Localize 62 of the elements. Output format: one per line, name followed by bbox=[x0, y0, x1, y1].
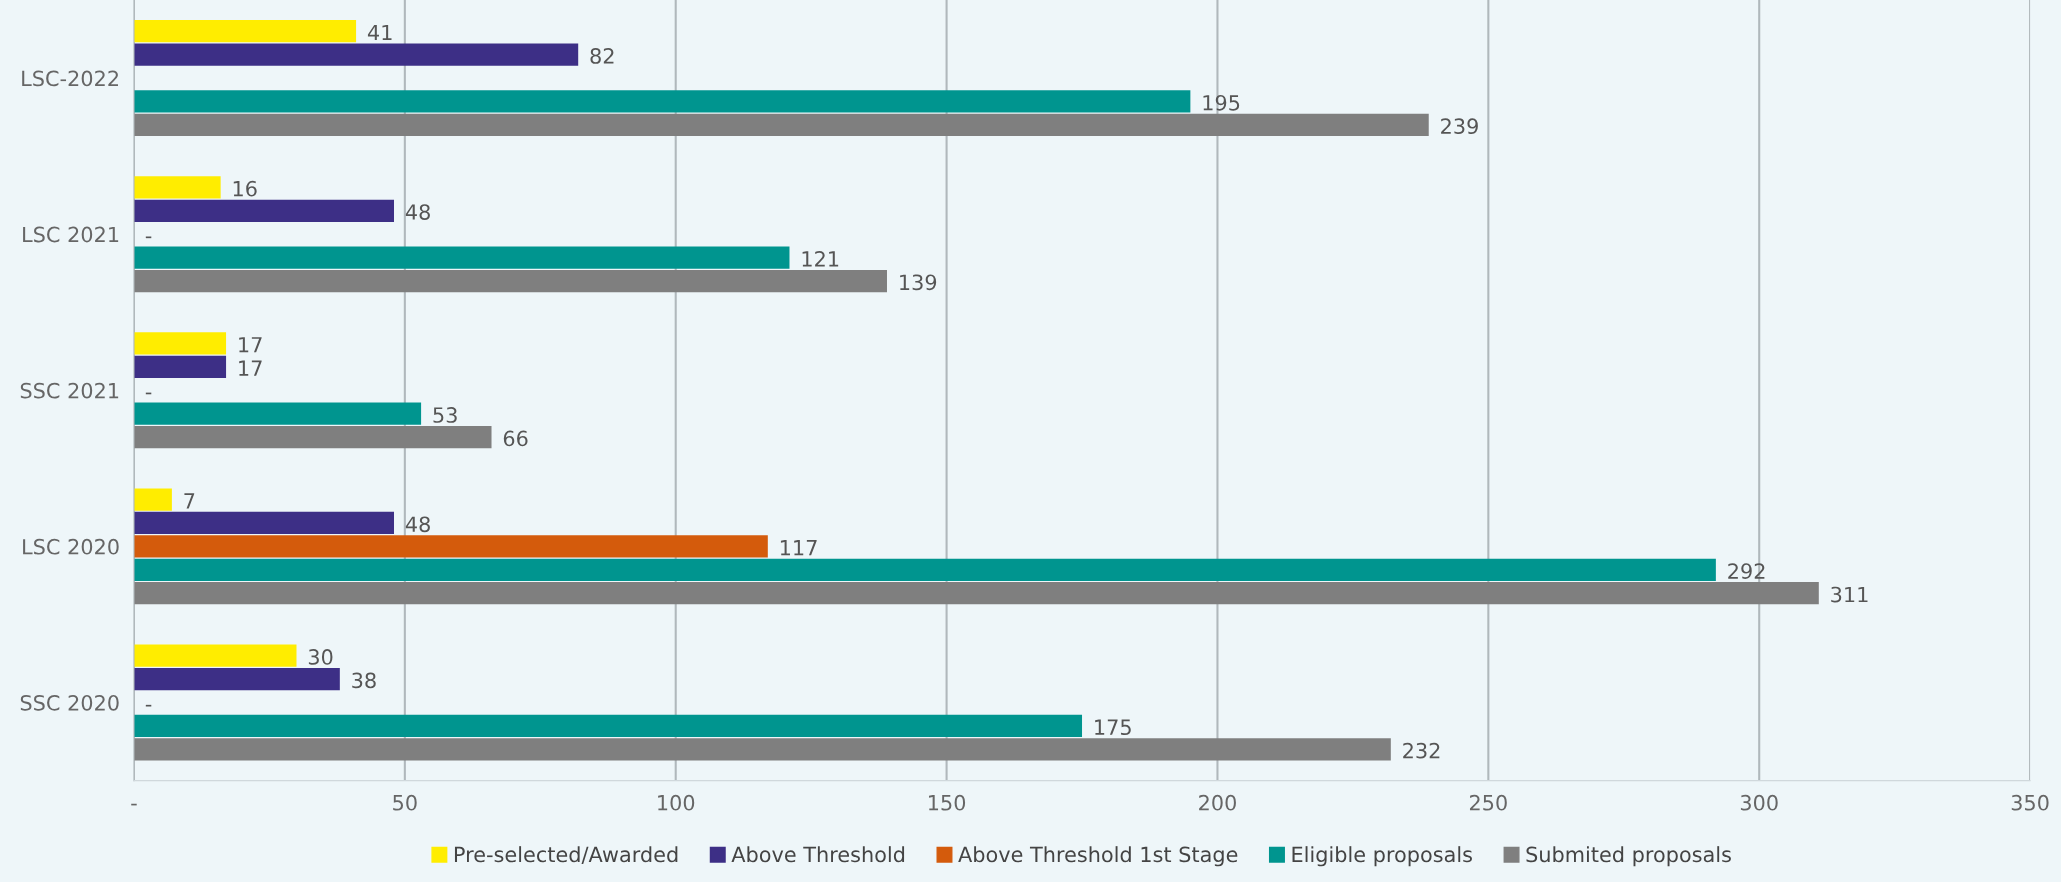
bar bbox=[133, 402, 422, 425]
bar bbox=[133, 535, 768, 558]
y-tick-label: LSC 2020 bbox=[23, 538, 119, 555]
x-tick-label: 250 bbox=[1469, 794, 1507, 811]
bar bbox=[133, 488, 172, 511]
bar bbox=[133, 176, 221, 199]
data-label: 17 bbox=[239, 337, 262, 353]
x-tick-label: 150 bbox=[928, 794, 966, 811]
y-tick-label: SSC 2021 bbox=[20, 382, 119, 399]
data-label: - bbox=[145, 236, 152, 239]
bar bbox=[133, 43, 579, 66]
legend-label: Pre-selected/Awarded bbox=[454, 846, 678, 864]
data-label: 175 bbox=[1095, 719, 1131, 736]
bar bbox=[133, 20, 357, 43]
bar bbox=[133, 714, 1083, 738]
bar bbox=[133, 355, 227, 378]
data-label: 38 bbox=[352, 672, 376, 689]
bar bbox=[133, 426, 492, 449]
bar bbox=[133, 738, 1391, 761]
bar bbox=[133, 644, 297, 667]
data-label: 195 bbox=[1203, 94, 1240, 111]
y-tick-label: SSC 2020 bbox=[20, 694, 119, 711]
y-tick-label: LSC 2021 bbox=[23, 226, 119, 243]
data-label: - bbox=[145, 704, 152, 707]
bar bbox=[133, 511, 394, 535]
data-label: 53 bbox=[433, 407, 457, 423]
data-label: 66 bbox=[503, 430, 528, 447]
data-label: 48 bbox=[405, 516, 430, 533]
x-tick-label: 300 bbox=[1740, 794, 1778, 811]
legend-label: Above Threshold 1st Stage bbox=[958, 846, 1238, 867]
bar bbox=[133, 113, 1429, 137]
data-label: 7 bbox=[184, 493, 195, 509]
x-tick-label: 350 bbox=[2011, 794, 2049, 811]
bar bbox=[133, 558, 1716, 581]
x-tick-label: 100 bbox=[658, 794, 695, 811]
y-tick-label: LSC-2022 bbox=[22, 70, 118, 87]
data-label: 82 bbox=[590, 48, 614, 64]
bar bbox=[133, 90, 1191, 113]
data-label: - bbox=[145, 392, 152, 395]
x-tick-label: 200 bbox=[1199, 794, 1236, 811]
data-label: 232 bbox=[1403, 742, 1440, 759]
data-label: 30 bbox=[308, 649, 333, 665]
data-label: 41 bbox=[367, 24, 392, 41]
x-tick-label: 50 bbox=[393, 794, 417, 811]
data-label: 17 bbox=[239, 360, 262, 376]
bar bbox=[133, 332, 227, 355]
bar bbox=[133, 246, 790, 269]
data-label: 292 bbox=[1728, 563, 1765, 579]
bar bbox=[133, 582, 1819, 605]
legend-label: Eligible proposals bbox=[1292, 846, 1472, 867]
data-label: 121 bbox=[802, 251, 839, 267]
bar bbox=[133, 269, 887, 293]
bar bbox=[133, 667, 340, 691]
data-label: 16 bbox=[233, 180, 257, 197]
data-label: 48 bbox=[405, 204, 430, 220]
data-label: 117 bbox=[780, 540, 817, 556]
legend-label: Above Threshold bbox=[731, 846, 905, 863]
legend-label: Submited proposals bbox=[1526, 846, 1731, 867]
bar bbox=[133, 199, 394, 222]
data-label: 139 bbox=[900, 274, 937, 291]
data-label: 239 bbox=[1441, 118, 1478, 135]
data-label: 311 bbox=[1831, 586, 1868, 603]
